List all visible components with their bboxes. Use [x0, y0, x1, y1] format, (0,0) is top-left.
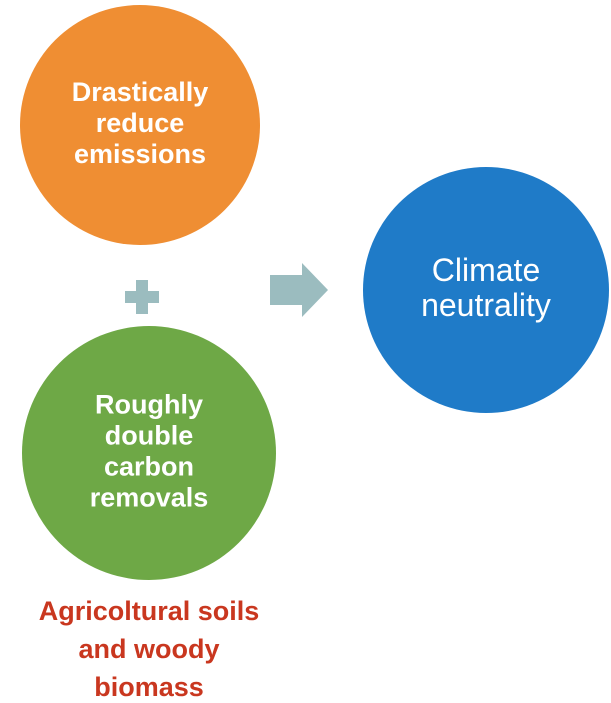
label: Climate: [432, 252, 540, 288]
node-circle: [20, 5, 260, 245]
arrow: [270, 263, 328, 317]
label: double: [105, 421, 194, 451]
node-circle: [22, 326, 276, 580]
label: neutrality: [421, 287, 551, 323]
label: reduce: [96, 108, 185, 138]
label: Roughly: [95, 390, 203, 420]
label: Drastically: [72, 77, 209, 107]
label: carbon: [104, 452, 194, 482]
label: Agricoltural soils: [39, 596, 260, 626]
label: biomass: [94, 672, 204, 702]
label: and woody: [79, 634, 220, 664]
node-circle: [363, 167, 609, 413]
label: removals: [90, 483, 209, 513]
plus-icon: [125, 280, 159, 314]
label: emissions: [74, 139, 206, 169]
